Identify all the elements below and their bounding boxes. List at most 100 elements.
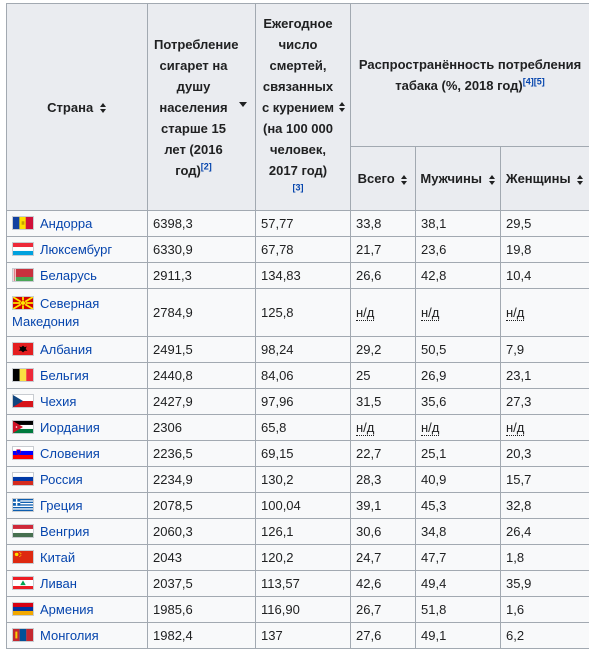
- deaths-value: 134,83: [261, 267, 301, 283]
- consumption-value: 2440,8: [153, 367, 193, 383]
- country-link[interactable]: Армения: [40, 601, 94, 617]
- header-deaths[interactable]: Ежегодное число смертей, связанных с кур…: [255, 3, 351, 211]
- women-cell: 35,9: [499, 570, 589, 597]
- total-cell: 21,7: [350, 236, 416, 263]
- country-link[interactable]: Андорра: [40, 215, 93, 231]
- women-cell: 19,8: [499, 236, 589, 263]
- country-cell: Венгрия: [6, 518, 148, 545]
- men-cell: н/д: [415, 414, 501, 441]
- total-cell: 24,7: [350, 544, 416, 571]
- consumption-value: 1985,6: [153, 601, 193, 617]
- deaths-value: 98,24: [261, 341, 294, 357]
- china-flag-icon[interactable]: [12, 549, 34, 564]
- men-value: 26,9: [421, 367, 447, 383]
- hungary-flag-icon[interactable]: [12, 523, 34, 538]
- greece-flag-icon[interactable]: [12, 497, 34, 512]
- header-total[interactable]: Всего: [350, 146, 416, 211]
- men-cell: 26,9: [415, 362, 501, 389]
- women-value: 15,7: [506, 471, 532, 487]
- country-link[interactable]: Северная Македония: [12, 295, 100, 329]
- women-cell: 1,6: [499, 596, 589, 623]
- deaths-cell: 120,2: [255, 544, 351, 571]
- deaths-value: 100,04: [261, 497, 301, 513]
- slovenia-flag-icon[interactable]: [12, 445, 34, 460]
- jordan-flag-icon[interactable]: [12, 419, 34, 434]
- header-country[interactable]: Страна: [6, 3, 148, 211]
- country-link[interactable]: Люксембург: [40, 241, 113, 257]
- deaths-value: 116,90: [261, 601, 300, 617]
- country-link[interactable]: Албания: [40, 341, 93, 357]
- country-link[interactable]: Бельгия: [40, 367, 89, 383]
- women-cell: 7,9: [499, 336, 589, 363]
- total-value: 33,8: [356, 215, 382, 231]
- country-cell: Россия: [6, 466, 148, 493]
- women-value: 19,8: [506, 241, 532, 257]
- women-cell: 26,4: [499, 518, 589, 545]
- deaths-cell: 98,24: [255, 336, 351, 363]
- albania-flag-icon[interactable]: [12, 341, 34, 356]
- country-link[interactable]: Венгрия: [40, 523, 90, 539]
- country-cell: Словения: [6, 440, 148, 467]
- deaths-cell: 57,77: [255, 210, 351, 237]
- total-value: 24,7: [356, 549, 382, 565]
- country-cell: Северная Македония: [6, 288, 148, 337]
- sort-icon[interactable]: [401, 174, 408, 185]
- ref-link-3[interactable]: [3]: [292, 182, 304, 193]
- sort-icon[interactable]: [577, 174, 584, 185]
- women-value: 23,1: [506, 367, 532, 383]
- sort-icon[interactable]: [339, 102, 346, 112]
- country-link[interactable]: Беларусь: [40, 267, 97, 283]
- country-link[interactable]: Греция: [40, 497, 83, 513]
- deaths-value: 65,8: [261, 419, 287, 435]
- country-link[interactable]: Иордания: [40, 419, 100, 435]
- country-link[interactable]: Монголия: [40, 627, 99, 643]
- header-consumption[interactable]: Потребление сигарет на душу населения ст…: [147, 3, 256, 211]
- total-cell: 30,6: [350, 518, 416, 545]
- header-women[interactable]: Женщины: [499, 146, 589, 211]
- country-link[interactable]: Чехия: [40, 393, 77, 409]
- men-cell: 47,7: [415, 544, 501, 571]
- sort-icon[interactable]: [99, 103, 107, 114]
- deaths-cell: 69,15: [255, 440, 351, 467]
- ref-link-2[interactable]: [2]: [200, 161, 212, 172]
- consumption-value: 1982,4: [153, 627, 193, 643]
- country-link[interactable]: Ливан: [40, 575, 77, 591]
- belgium-flag-icon[interactable]: [12, 367, 34, 382]
- deaths-cell: 113,57: [255, 570, 351, 597]
- country-link[interactable]: Россия: [40, 471, 83, 487]
- header-total-label: Всего: [357, 171, 395, 186]
- armenia-flag-icon[interactable]: [12, 601, 34, 616]
- consumption-value: 6330,9: [153, 241, 193, 257]
- table-row: Армения 1985,6 116,90 26,7 51,8 1,6: [6, 596, 589, 623]
- sort-descending-icon[interactable]: [239, 102, 247, 107]
- total-value: 26,7: [356, 601, 382, 617]
- header-men[interactable]: Мужчины: [415, 146, 501, 211]
- men-cell: 49,1: [415, 622, 501, 649]
- women-cell: 32,8: [499, 492, 589, 519]
- lebanon-flag-icon[interactable]: [12, 575, 34, 590]
- country-link[interactable]: Словения: [40, 445, 100, 461]
- women-cell: 15,7: [499, 466, 589, 493]
- total-cell: 31,5: [350, 388, 416, 415]
- men-value: 45,3: [421, 497, 447, 513]
- belarus-flag-icon[interactable]: [12, 267, 34, 282]
- deaths-value: 84,06: [261, 367, 294, 383]
- country-cell: Иордания: [6, 414, 148, 441]
- andorra-flag-icon[interactable]: [12, 215, 34, 230]
- sort-icon[interactable]: [488, 174, 496, 185]
- russia-flag-icon[interactable]: [12, 471, 34, 486]
- men-cell: 25,1: [415, 440, 501, 467]
- north-macedonia-flag-icon[interactable]: [12, 295, 34, 310]
- czechia-flag-icon[interactable]: [12, 393, 34, 408]
- ref-link-4-5[interactable]: [4][5]: [522, 76, 545, 87]
- men-value: 35,6: [421, 393, 447, 409]
- deaths-cell: 137: [255, 622, 351, 649]
- mongolia-flag-icon[interactable]: [12, 627, 34, 642]
- women-value: 6,2: [506, 627, 525, 643]
- women-value: н/д: [506, 304, 525, 321]
- country-link[interactable]: Китай: [40, 549, 76, 565]
- country-cell: Монголия: [6, 622, 148, 649]
- luxembourg-flag-icon[interactable]: [12, 241, 34, 256]
- table-row: Беларусь 2911,3 134,83 26,6 42,8 10,4: [6, 262, 589, 289]
- table-row: Северная Македония 2784,9 125,8 н/д н/д н/д: [6, 288, 589, 337]
